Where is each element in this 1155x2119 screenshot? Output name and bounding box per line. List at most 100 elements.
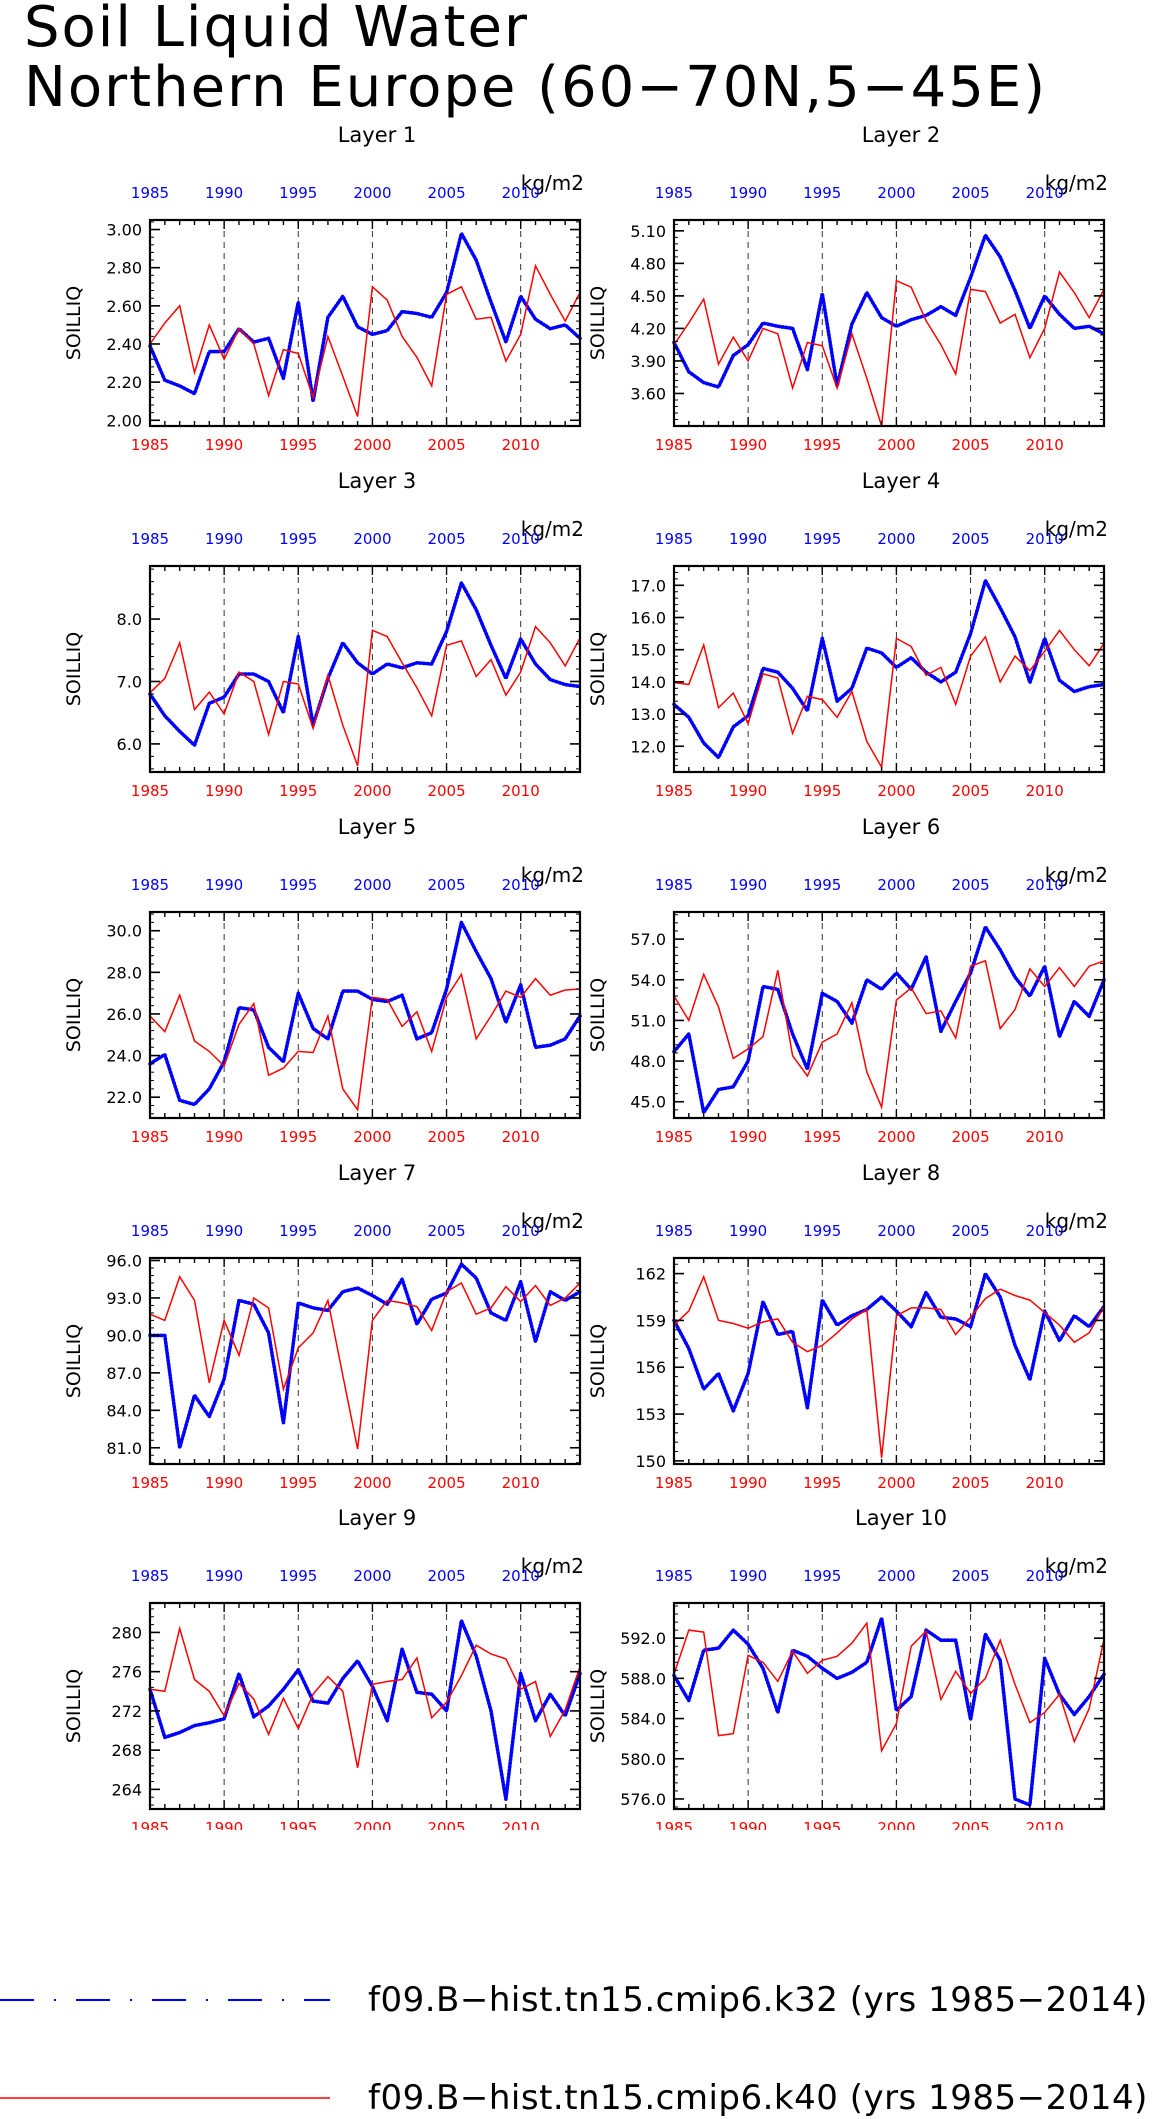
x-tick-label-bottom: 1995 (279, 1819, 317, 1830)
y-tick-label: 153 (635, 1405, 666, 1424)
series-k40-line (673, 270, 1105, 427)
x-tick-label-bottom: 2010 (1026, 782, 1064, 800)
plot-frame (148, 1601, 582, 1811)
x-tick-label-top: 1995 (803, 1567, 841, 1585)
x-tick-label-bottom: 2005 (427, 782, 465, 800)
x-tick-label-top: 1990 (205, 876, 243, 894)
x-tick-label-top: 2000 (877, 1567, 915, 1585)
y-tick-label: 3.60 (630, 384, 666, 403)
y-tick-label: 2.00 (106, 411, 142, 430)
x-tick-label-bottom: 1990 (729, 1474, 767, 1492)
panel-layer-5: Layer 5 kg/m2 22.0 24.0 26.0 28.0 30.0 1985 1985… (63, 815, 584, 1146)
x-tick-label-bottom: 2000 (353, 1128, 391, 1146)
plot-frame (672, 218, 1106, 428)
y-tick-label: 576.0 (620, 1790, 666, 1809)
units-label: kg/m2 (1045, 1554, 1108, 1578)
x-tick-label-bottom: 1990 (729, 436, 767, 454)
plot-frame (148, 218, 582, 428)
panel-title: Layer 7 (338, 1161, 417, 1185)
x-tick-label-bottom: 2005 (951, 1819, 989, 1830)
panel-title: Layer 6 (862, 815, 941, 839)
x-tick-label-bottom: 2010 (502, 1819, 540, 1830)
y-tick-label: 584.0 (620, 1710, 666, 1729)
x-tick-label-top: 1990 (205, 1567, 243, 1585)
x-tick-label-top: 1985 (655, 876, 693, 894)
x-tick-label-top: 2000 (877, 876, 915, 894)
y-axis-label: SOILLIQ (587, 1669, 609, 1743)
x-tick-label-top: 1990 (729, 1567, 767, 1585)
y-tick-label: 81.0 (106, 1439, 142, 1458)
panel-title: Layer 9 (338, 1506, 417, 1530)
y-tick-label: 22.0 (106, 1088, 142, 1107)
y-tick-label: 87.0 (106, 1364, 142, 1383)
y-tick-label: 7.0 (117, 672, 142, 691)
series-k32-line (672, 925, 1106, 1115)
panel-title: Layer 4 (862, 469, 941, 493)
y-tick-label: 84.0 (106, 1401, 142, 1420)
y-tick-label: 4.20 (630, 319, 666, 338)
x-tick-label-top: 1995 (279, 184, 317, 202)
x-tick-label-bottom: 1995 (803, 1474, 841, 1492)
y-tick-label: 159 (635, 1311, 666, 1330)
x-tick-label-top: 2010 (1026, 1567, 1064, 1585)
panel-layer-6: Layer 6 kg/m2 45.0 48.0 51.0 54.0 57.0 1985 1985… (587, 815, 1108, 1146)
y-tick-label: 54.0 (630, 971, 666, 990)
y-axis-label: SOILLIQ (63, 1324, 85, 1398)
legend-k32-line (0, 1999, 330, 2001)
y-tick-label: 3.90 (630, 352, 666, 371)
y-tick-label: 16.0 (630, 609, 666, 628)
x-tick-label-top: 2010 (502, 876, 540, 894)
y-tick-label: 280 (111, 1623, 142, 1642)
x-tick-label-top: 1985 (131, 1222, 169, 1240)
y-tick-label: 592.0 (620, 1629, 666, 1648)
panel-layer-10: Layer 10 kg/m2 576.0 580.0 584.0 588.0 592.0 19… (587, 1506, 1108, 1830)
x-tick-label-bottom: 2010 (502, 1474, 540, 1492)
x-tick-label-bottom: 1990 (729, 782, 767, 800)
x-tick-label-bottom: 2010 (502, 782, 540, 800)
x-tick-label-top: 1985 (131, 530, 169, 548)
units-label: kg/m2 (521, 863, 584, 887)
x-tick-label-bottom: 2000 (877, 782, 915, 800)
panel-title: Layer 5 (338, 815, 417, 839)
plot-frame (672, 910, 1106, 1120)
x-tick-label-top: 1990 (729, 876, 767, 894)
x-tick-label-bottom: 2005 (427, 1819, 465, 1830)
plot-frame (672, 1601, 1106, 1811)
x-tick-label-bottom: 2010 (1026, 436, 1064, 454)
y-tick-label: 156 (635, 1358, 666, 1377)
series-k32-line (148, 581, 582, 748)
panel-layer-1: Layer 1 kg/m2 2.00 2.20 2.40 2.60 2.80 3.00 1985… (63, 123, 584, 454)
plot-frame (672, 564, 1106, 774)
y-tick-label: 8.0 (117, 610, 142, 629)
x-tick-label-top: 2005 (951, 1222, 989, 1240)
x-tick-label-top: 2010 (1026, 1222, 1064, 1240)
x-tick-label-bottom: 2000 (877, 1474, 915, 1492)
y-tick-label: 150 (635, 1452, 666, 1471)
x-tick-label-bottom: 2005 (951, 436, 989, 454)
x-tick-label-top: 2000 (877, 530, 915, 548)
panel-title: Layer 2 (862, 123, 941, 147)
series-k40-line (673, 629, 1105, 770)
y-tick-label: 4.50 (630, 287, 666, 306)
x-tick-label-bottom: 1985 (655, 1128, 693, 1146)
x-tick-label-bottom: 2005 (951, 1128, 989, 1146)
x-tick-label-bottom: 1985 (131, 1474, 169, 1492)
panel-layer-8: Layer 8 kg/m2 150 153 156 159 162 1985 1985 1990 1… (587, 1161, 1108, 1492)
x-tick-label-top: 1990 (205, 530, 243, 548)
x-tick-label-bottom: 2010 (1026, 1819, 1064, 1830)
x-tick-label-bottom: 1985 (131, 782, 169, 800)
series-k32-line (672, 1616, 1106, 1807)
x-tick-label-bottom: 2010 (1026, 1128, 1064, 1146)
x-tick-label-bottom: 1995 (279, 782, 317, 800)
x-tick-label-top: 2000 (877, 184, 915, 202)
x-tick-label-top: 2005 (951, 1567, 989, 1585)
x-tick-label-bottom: 2000 (353, 436, 391, 454)
legend-k40-line (0, 2097, 330, 2099)
series-k40-line (149, 263, 581, 417)
x-tick-label-top: 1985 (131, 876, 169, 894)
x-tick-label-top: 2010 (1026, 184, 1064, 202)
series-k40-line (149, 625, 581, 767)
y-tick-label: 3.00 (106, 221, 142, 240)
x-tick-label-top: 1985 (131, 184, 169, 202)
y-axis-label: SOILLIQ (63, 978, 85, 1052)
